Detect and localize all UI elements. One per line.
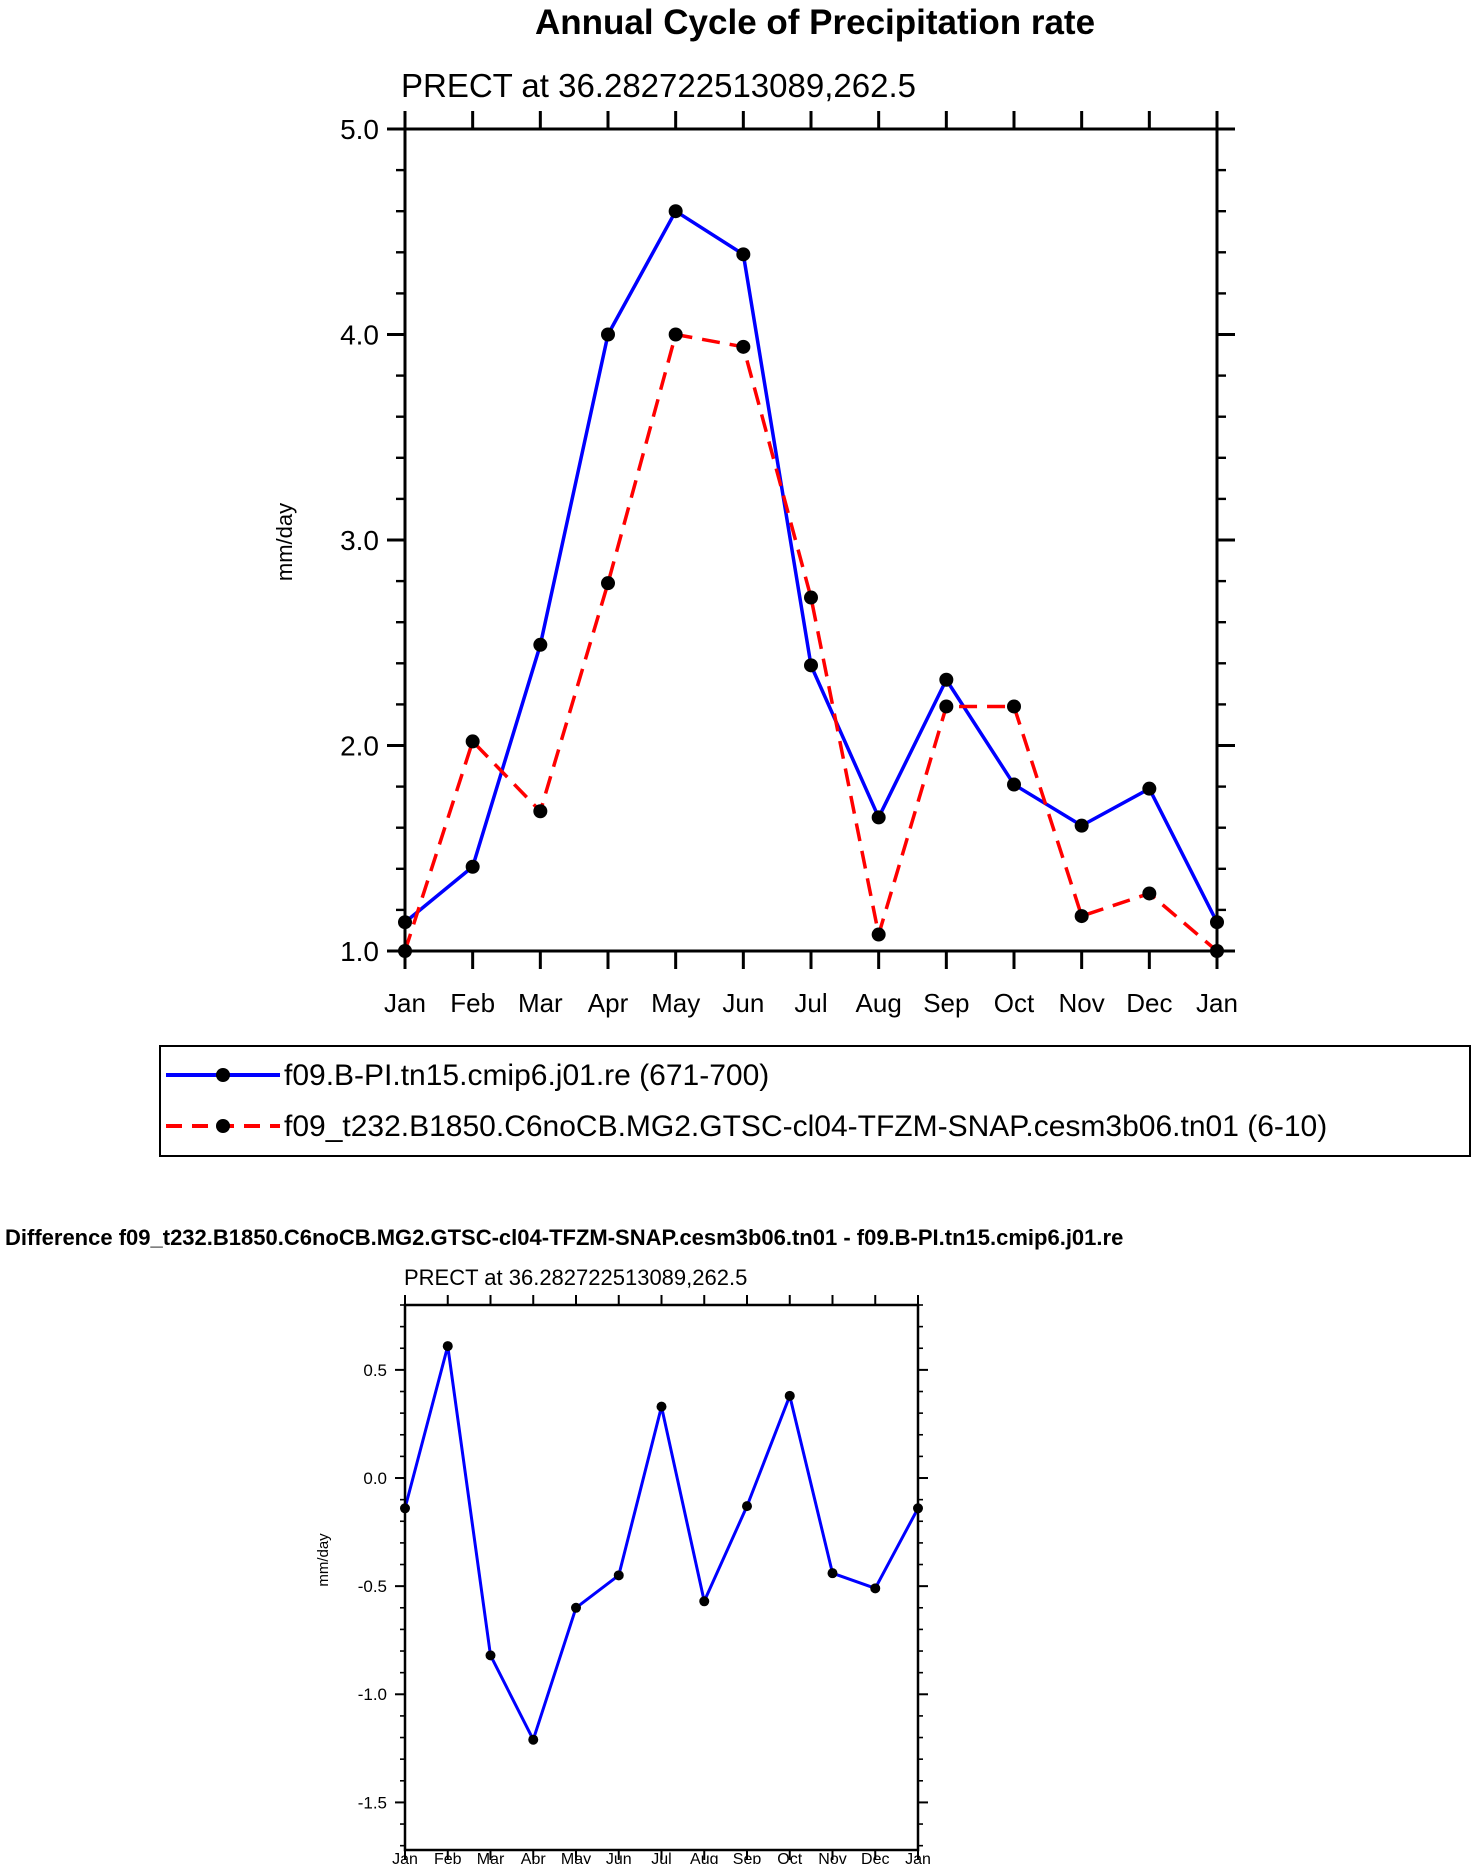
y-tick-label: 3.0 — [340, 525, 379, 556]
x-tick-label: May — [561, 1851, 591, 1864]
top-chart-series — [398, 204, 1224, 958]
series-1-point — [601, 576, 615, 591]
x-tick-label: Nov — [1059, 988, 1105, 1018]
x-tick-label: May — [651, 988, 700, 1018]
legend-label-red: f09_t232.B1850.C6noCB.MG2.GTSC-cl04-TFZM… — [284, 1110, 1327, 1143]
series-0-point — [1074, 818, 1089, 833]
x-tick-label: Dec — [1126, 988, 1172, 1018]
bottom-chart-xtick-labels: Jan Feb Mar Apr May Jun Jul Aug Sep Oct Nov Dec Jan — [392, 1851, 931, 1864]
x-tick-label: Jun — [722, 988, 764, 1018]
bottom-chart-series — [400, 1341, 923, 1745]
x-tick-label: Jul — [651, 1851, 671, 1864]
series-0-point — [742, 1501, 752, 1512]
top-chart-xtick-labels: Jan Feb Mar Apr May Jun Jul Aug Sep Oct Nov Dec Jan — [384, 988, 1238, 1018]
x-tick-label: Feb — [434, 1851, 462, 1864]
top-chart: Annual Cycle of Precipitation rate PRECT… — [272, 3, 1238, 1018]
y-tick-label: 4.0 — [340, 319, 379, 350]
top-chart-axes — [387, 111, 1235, 969]
x-tick-label: Jun — [606, 1851, 632, 1864]
bottom-chart-subtitle: PRECT at 36.282722513089,262.5 — [404, 1265, 747, 1290]
top-chart-ylabel: mm/day — [272, 503, 297, 581]
x-tick-label: Oct — [777, 1851, 802, 1864]
x-tick-label: Sep — [733, 1851, 762, 1864]
series-1-point — [804, 590, 818, 605]
series-line-0 — [403, 209, 1219, 924]
series-0-point — [485, 1650, 496, 1661]
top-chart-frame — [403, 127, 1219, 953]
series-0-point — [571, 1602, 581, 1613]
bottom-chart-title: Difference f09_t232.B1850.C6noCB.MG2.GTS… — [5, 1225, 1123, 1250]
legend-marker-blue — [216, 1068, 230, 1082]
y-tick-label: -1.5 — [358, 1793, 387, 1812]
series-0-point — [939, 672, 954, 687]
series-1-point — [533, 804, 548, 819]
series-1-point — [465, 734, 480, 749]
series-1-point — [736, 339, 751, 354]
series-1-point — [1074, 909, 1089, 924]
series-1-point — [1142, 886, 1157, 901]
x-tick-label: Sep — [923, 988, 969, 1018]
x-tick-label: Jan — [384, 988, 426, 1018]
series-0-point — [601, 327, 615, 342]
x-tick-label: Apr — [588, 988, 629, 1018]
x-tick-label: Jan — [392, 1851, 418, 1864]
series-0-point — [668, 204, 683, 219]
series-0-point — [656, 1401, 667, 1412]
x-tick-label: Jul — [794, 988, 827, 1018]
y-tick-label: 0.0 — [363, 1469, 387, 1488]
series-0-point — [699, 1596, 710, 1607]
y-tick-label: -0.5 — [358, 1577, 387, 1596]
x-tick-label: Apr — [521, 1851, 547, 1864]
series-1-point — [939, 699, 954, 714]
y-tick-label: 5.0 — [340, 114, 379, 145]
x-tick-label: Feb — [450, 988, 495, 1018]
x-tick-label: Mar — [477, 1851, 505, 1864]
y-tick-label: 1.0 — [340, 936, 379, 967]
x-tick-label: Oct — [994, 988, 1035, 1018]
legend-box — [159, 1045, 1471, 1157]
bottom-chart-frame — [403, 1303, 920, 1852]
series-1-point — [871, 927, 886, 942]
series-line-1 — [403, 332, 1219, 953]
series-0-point — [827, 1568, 838, 1579]
series-1-point — [1007, 699, 1021, 714]
series-0-point — [465, 859, 480, 874]
legend-marker-red — [216, 1119, 230, 1133]
x-tick-label: Aug — [690, 1851, 718, 1864]
series-0-point — [870, 1583, 881, 1594]
series-0-point — [613, 1570, 624, 1581]
top-chart-title: Annual Cycle of Precipitation rate — [535, 3, 1095, 42]
x-tick-label: Jan — [1196, 988, 1238, 1018]
x-tick-label: Nov — [818, 1851, 846, 1864]
series-0-point — [784, 1390, 795, 1401]
series-0-point — [871, 810, 886, 825]
top-chart-ytick-labels: 1.0 2.0 3.0 4.0 5.0 — [340, 114, 379, 967]
series-0-point — [736, 247, 751, 262]
series-0-point — [804, 658, 818, 673]
series-0-point — [528, 1734, 539, 1745]
y-tick-label: -1.0 — [358, 1685, 387, 1704]
x-tick-label: Jan — [905, 1851, 931, 1864]
x-tick-label: Dec — [861, 1851, 889, 1864]
x-tick-label: Mar — [518, 988, 563, 1018]
y-tick-label: 2.0 — [340, 730, 379, 761]
series-0-point — [442, 1341, 453, 1352]
top-chart-subtitle: PRECT at 36.282722513089,262.5 — [401, 67, 916, 104]
x-tick-label: Aug — [856, 988, 902, 1018]
legend: f09.B-PI.tn15.cmip6.j01.re (671-700) f09… — [159, 1045, 1471, 1157]
series-0-point — [1142, 781, 1157, 796]
y-tick-label: 0.5 — [363, 1361, 387, 1380]
bottom-chart-ylabel: mm/day — [315, 1533, 332, 1587]
series-1-point — [668, 327, 683, 342]
bottom-chart: Difference f09_t232.B1850.C6noCB.MG2.GTS… — [5, 1225, 1123, 1864]
series-0-point — [533, 637, 548, 652]
bottom-chart-ytick-labels: -1.5 -1.0 -0.5 0.0 0.5 — [358, 1361, 387, 1813]
series-0-point — [1007, 777, 1021, 792]
legend-label-blue: f09.B-PI.tn15.cmip6.j01.re (671-700) — [284, 1059, 769, 1092]
